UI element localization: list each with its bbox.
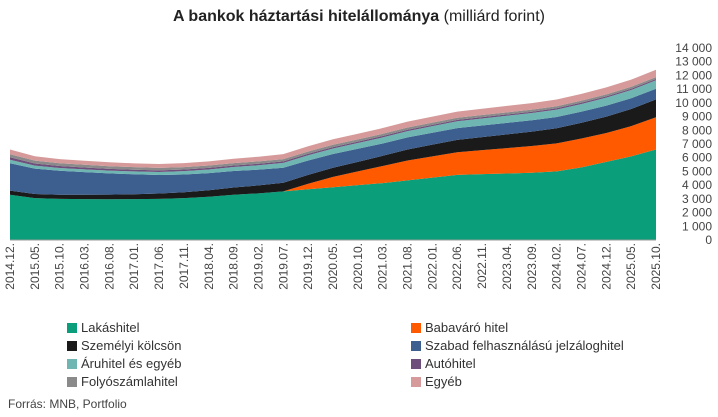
y-tick-label: 12 000 [675,68,712,82]
x-tick-label: 2017.06. [152,243,166,290]
area-szabad-felhaszn-l-s-jelz-loghitel [10,88,656,195]
y-tick-label: 6 000 [682,151,712,165]
x-tick-label: 2020.10. [351,243,365,290]
chart-title: A bankok háztartási hitelállománya (mill… [0,8,718,26]
x-tick-label: 2023.09. [525,243,539,290]
x-tick-label: 2022.01. [425,243,439,290]
y-tick-label: 14 000 [675,41,712,55]
y-tick-label: 1 000 [682,219,712,233]
chart-title-unit: (milliárd forint) [439,8,545,25]
x-tick-label: 2019.12. [301,243,315,290]
x-tick-label: 2021.03. [376,243,390,290]
source-note: Forrás: MNB, Portfolio [8,397,127,411]
x-tick-label: 2020.05. [326,243,340,290]
chart-title-bold: A bankok háztartási hitelállománya [173,8,440,25]
y-tick-label: 2 000 [682,206,712,220]
y-tick-label: 0 [705,233,712,247]
y-tick-label: 5 000 [682,164,712,178]
y-tick-label: 3 000 [682,192,712,206]
x-tick-label: 2024.12. [599,243,613,290]
x-tick-label: 2015.05. [28,243,42,290]
y-tick-label: 13 000 [675,55,712,69]
x-tick-label: 2022.06. [450,243,464,290]
x-tick-label: 2018.04. [202,243,216,290]
x-tick-label: 2014.12. [3,243,17,290]
y-tick-label: 7 000 [682,137,712,151]
y-tick-label: 4 000 [682,178,712,192]
area-babav-r-hitel [10,117,656,200]
x-tick-label: 2018.09. [227,243,241,290]
area-lak-shitel [10,149,656,240]
x-tick-label: 2024.02. [550,243,564,290]
x-tick-label: 2019.07. [276,243,290,290]
x-tick-label: 2022.11. [475,243,489,289]
y-tick-label: 10 000 [675,96,712,110]
x-tick-label: 2025.10. [649,243,663,290]
x-tick-label: 2021.08. [401,243,415,290]
x-tick-label: 2016.08. [102,243,116,290]
x-tick-label: 2015.10. [53,243,67,290]
x-tick-label: 2024.07. [574,243,588,290]
y-tick-label: 11 000 [676,82,712,96]
x-tick-label: 2017.01. [127,243,141,290]
x-tick-label: 2019.02. [251,243,265,290]
x-tick-label: 2025.05. [624,243,638,290]
y-tick-label: 9 000 [682,110,712,124]
x-tick-label: 2017.11. [177,243,191,289]
x-tick-label: 2016.03. [78,243,92,290]
x-tick-label: 2023.04. [500,243,514,290]
y-tick-label: 8 000 [682,123,712,137]
